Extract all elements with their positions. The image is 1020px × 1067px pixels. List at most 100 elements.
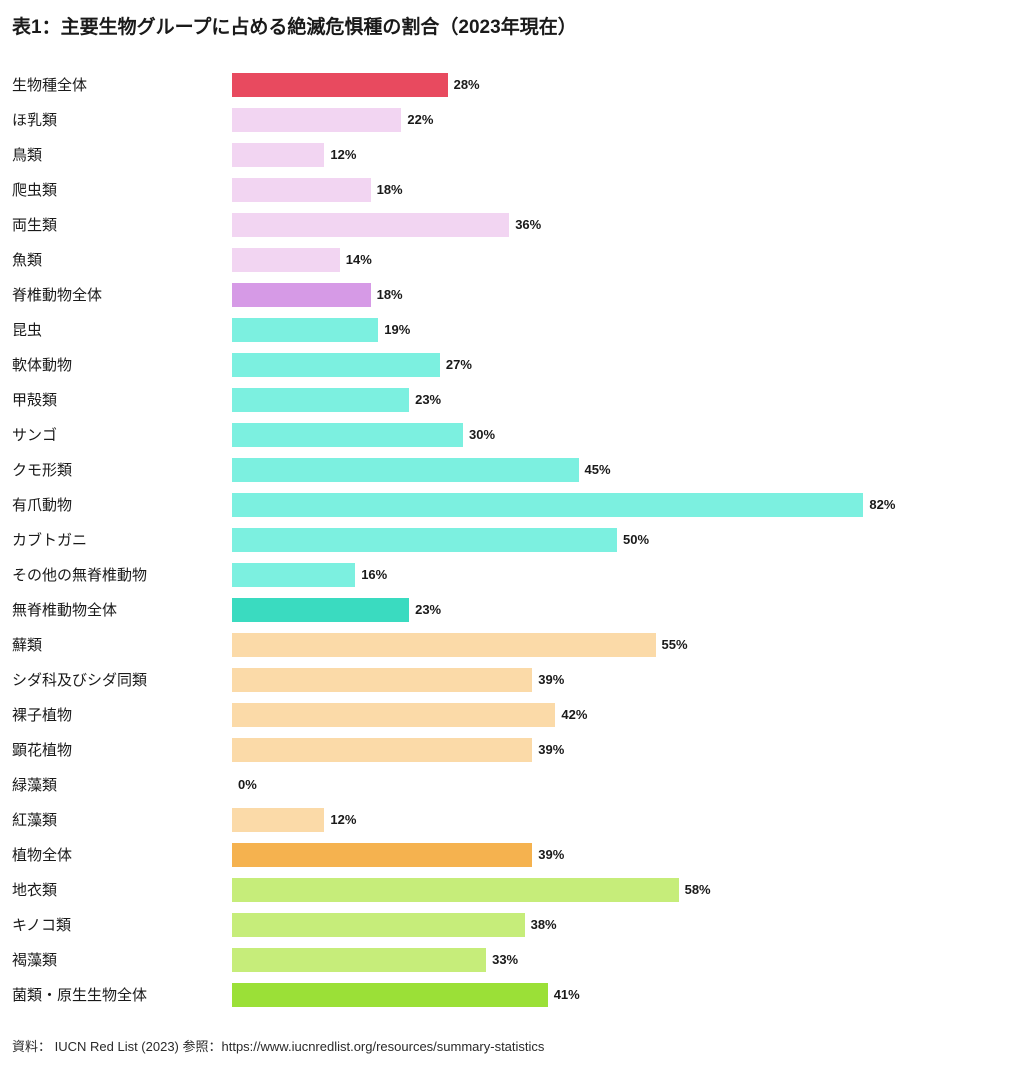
chart-row: 昆虫19% (12, 312, 1008, 347)
value-label: 33% (492, 952, 518, 967)
bar-container: 12% (232, 143, 1008, 167)
bar (232, 703, 555, 727)
bar-container: 41% (232, 983, 1008, 1007)
row-label: 生物種全体 (12, 74, 232, 95)
bar-container: 14% (232, 248, 1008, 272)
value-label: 39% (538, 847, 564, 862)
bar (232, 633, 656, 657)
bar (232, 738, 532, 762)
bar-container: 39% (232, 843, 1008, 867)
row-label: 軟体動物 (12, 354, 232, 375)
bar-container: 30% (232, 423, 1008, 447)
bar (232, 283, 371, 307)
row-label: 地衣類 (12, 879, 232, 900)
row-label: 蘚類 (12, 634, 232, 655)
bar-container: 0% (232, 773, 1008, 797)
bar-container: 18% (232, 178, 1008, 202)
value-label: 14% (346, 252, 372, 267)
bar-container: 16% (232, 563, 1008, 587)
bar (232, 143, 324, 167)
bar-container: 82% (232, 493, 1008, 517)
bar (232, 808, 324, 832)
bar (232, 178, 371, 202)
bar (232, 528, 617, 552)
bar-container: 45% (232, 458, 1008, 482)
row-label: 脊椎動物全体 (12, 284, 232, 305)
value-label: 22% (407, 112, 433, 127)
chart-row: キノコ類 38% (12, 907, 1008, 942)
value-label: 50% (623, 532, 649, 547)
chart-row: 紅藻類 12% (12, 802, 1008, 837)
chart-row: 甲殻類23% (12, 382, 1008, 417)
row-label: 爬虫類 (12, 179, 232, 200)
row-label: 甲殻類 (12, 389, 232, 410)
row-label: 裸子植物 (12, 704, 232, 725)
bar (232, 318, 378, 342)
bar-container: 38% (232, 913, 1008, 937)
row-label: サンゴ (12, 424, 232, 445)
bar (232, 353, 440, 377)
chart-row: 褐藻類33% (12, 942, 1008, 977)
value-label: 12% (330, 147, 356, 162)
bar (232, 983, 548, 1007)
value-label: 38% (531, 917, 557, 932)
bar (232, 668, 532, 692)
chart-row: 脊椎動物全体 18% (12, 277, 1008, 312)
chart-row: 菌類・原生生物全体 41% (12, 977, 1008, 1012)
chart-row: その他の無脊椎動物 16% (12, 557, 1008, 592)
chart-row: 緑藻類 0% (12, 767, 1008, 802)
chart-row: 軟体動物 27% (12, 347, 1008, 382)
row-label: 菌類・原生生物全体 (12, 984, 232, 1005)
bar (232, 598, 409, 622)
bar (232, 248, 340, 272)
bar-container: 55% (232, 633, 1008, 657)
value-label: 16% (361, 567, 387, 582)
row-label: 鳥類 (12, 144, 232, 165)
row-label: 紅藻類 (12, 809, 232, 830)
value-label: 23% (415, 602, 441, 617)
row-label: その他の無脊椎動物 (12, 564, 232, 585)
chart-row: サンゴ 30% (12, 417, 1008, 452)
bar (232, 73, 448, 97)
chart-row: 鳥類 12% (12, 137, 1008, 172)
chart-row: 地衣類 58% (12, 872, 1008, 907)
bar (232, 878, 679, 902)
value-label: 18% (377, 287, 403, 302)
row-label: カブトガニ (12, 529, 232, 550)
value-label: 41% (554, 987, 580, 1002)
value-label: 12% (330, 812, 356, 827)
bar (232, 493, 863, 517)
bar-container: 18% (232, 283, 1008, 307)
value-label: 39% (538, 742, 564, 757)
chart-row: 蘚類 55% (12, 627, 1008, 662)
row-label: キノコ類 (12, 914, 232, 935)
row-label: 有爪動物 (12, 494, 232, 515)
value-label: 30% (469, 427, 495, 442)
bar (232, 388, 409, 412)
value-label: 45% (585, 462, 611, 477)
bar-container: 33% (232, 948, 1008, 972)
row-label: シダ科及びシダ同類 (12, 669, 232, 690)
row-label: 緑藻類 (12, 774, 232, 795)
chart-row: 爬虫類18% (12, 172, 1008, 207)
bar-container: 39% (232, 668, 1008, 692)
bar (232, 213, 509, 237)
row-label: 両生類 (12, 214, 232, 235)
bar (232, 913, 525, 937)
value-label: 0% (238, 777, 257, 792)
bar-chart: 生物種全体28%ほ乳類22%鳥類12%爬虫類18%両生類36%魚類14%脊椎動物… (12, 67, 1008, 1012)
bar (232, 948, 486, 972)
chart-row: 魚類14% (12, 242, 1008, 277)
value-label: 82% (869, 497, 895, 512)
row-label: 顕花植物 (12, 739, 232, 760)
chart-row: 顕花植物 39% (12, 732, 1008, 767)
chart-row: 両生類36% (12, 207, 1008, 242)
value-label: 58% (685, 882, 711, 897)
bar (232, 458, 579, 482)
value-label: 27% (446, 357, 472, 372)
row-label: 昆虫 (12, 319, 232, 340)
bar (232, 423, 463, 447)
bar (232, 563, 355, 587)
value-label: 55% (662, 637, 688, 652)
bar-container: 58% (232, 878, 1008, 902)
